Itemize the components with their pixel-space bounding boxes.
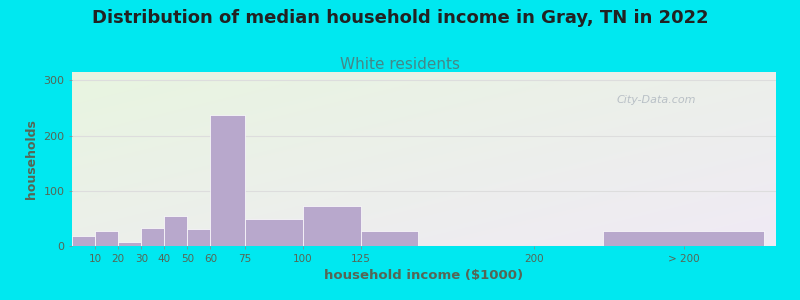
Bar xyxy=(72,236,95,246)
Text: Distribution of median household income in Gray, TN in 2022: Distribution of median household income … xyxy=(92,9,708,27)
Text: White residents: White residents xyxy=(340,57,460,72)
Bar xyxy=(603,230,765,246)
Bar xyxy=(164,216,187,246)
X-axis label: household income ($1000): household income ($1000) xyxy=(325,269,523,282)
Bar xyxy=(187,230,210,246)
Y-axis label: households: households xyxy=(25,119,38,199)
Bar xyxy=(303,206,361,246)
Bar xyxy=(210,115,245,246)
Bar xyxy=(245,220,303,246)
Bar xyxy=(361,230,418,246)
Bar xyxy=(118,242,142,246)
Text: City-Data.com: City-Data.com xyxy=(617,95,696,105)
Bar xyxy=(142,228,164,246)
Bar xyxy=(95,230,118,246)
